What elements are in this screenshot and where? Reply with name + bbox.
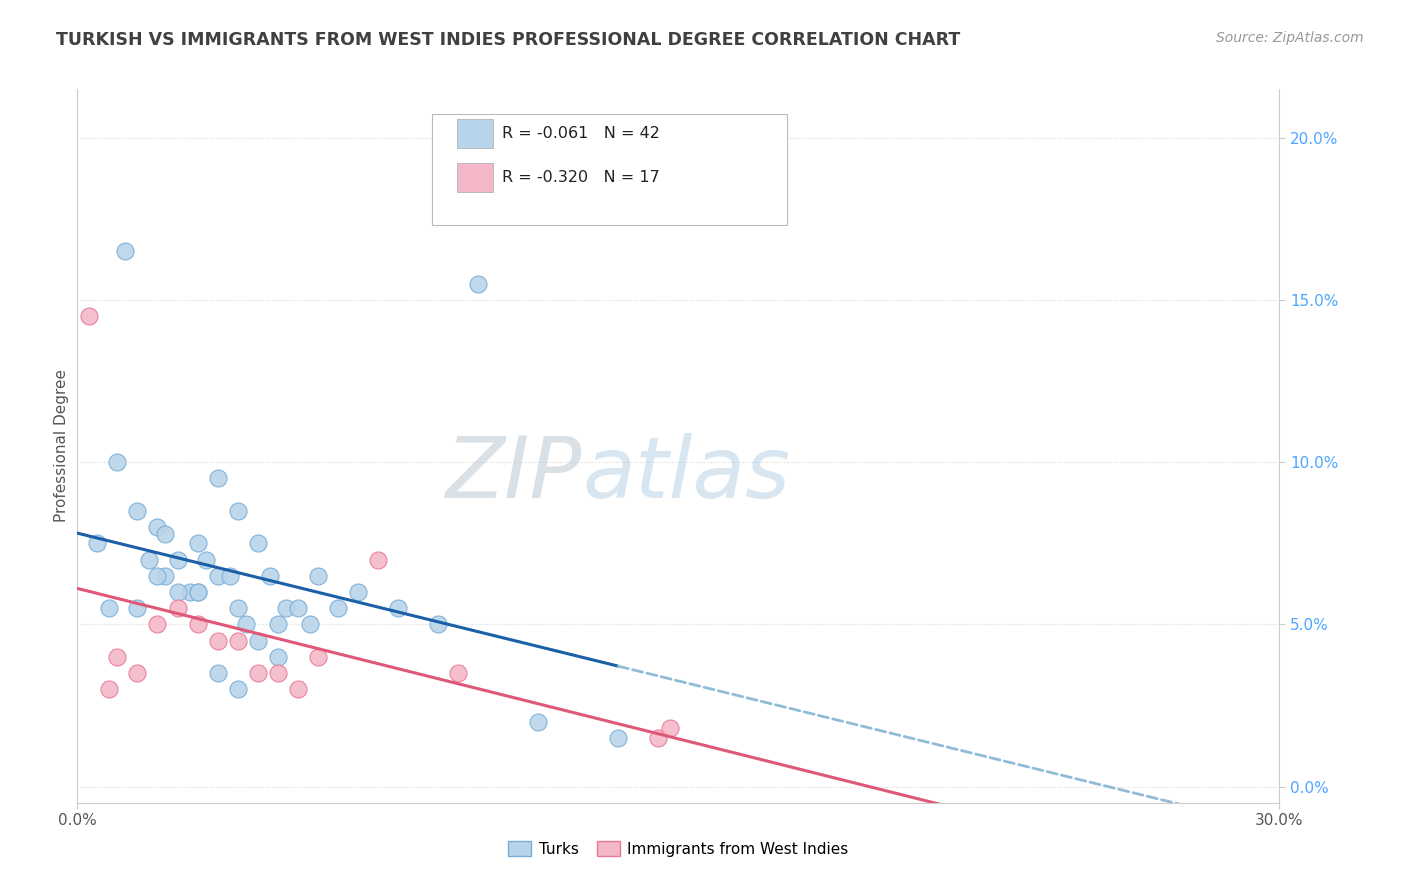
Point: [127, 666, 149, 681]
Y-axis label: Professional Degree: Professional Degree: [53, 369, 69, 523]
Point: [207, 666, 229, 681]
Point: [114, 244, 136, 259]
Point: [246, 666, 269, 681]
Point: [226, 504, 249, 518]
Point: [267, 617, 290, 632]
Text: Source: ZipAtlas.com: Source: ZipAtlas.com: [1216, 31, 1364, 45]
Point: [387, 601, 409, 615]
Point: [79, 310, 101, 324]
Point: [207, 568, 229, 582]
Point: [427, 617, 450, 632]
Point: [194, 552, 217, 566]
Point: [107, 455, 129, 469]
Point: [267, 649, 290, 664]
Text: ZIP: ZIP: [446, 433, 582, 516]
Point: [86, 536, 108, 550]
Point: [138, 552, 160, 566]
Point: [187, 536, 209, 550]
FancyBboxPatch shape: [432, 114, 786, 225]
Point: [187, 617, 209, 632]
Point: [207, 633, 229, 648]
Point: [187, 585, 209, 599]
Point: [166, 585, 188, 599]
Point: [98, 601, 121, 615]
Text: atlas: atlas: [582, 433, 790, 516]
Point: [259, 568, 281, 582]
Text: R = -0.061   N = 42: R = -0.061 N = 42: [502, 126, 659, 141]
Point: [155, 568, 177, 582]
Point: [246, 536, 269, 550]
Text: TURKISH VS IMMIGRANTS FROM WEST INDIES PROFESSIONAL DEGREE CORRELATION CHART: TURKISH VS IMMIGRANTS FROM WEST INDIES P…: [56, 31, 960, 49]
Point: [307, 568, 329, 582]
Point: [179, 585, 201, 599]
Point: [226, 601, 249, 615]
Point: [207, 471, 229, 485]
FancyBboxPatch shape: [457, 120, 494, 148]
Point: [347, 585, 370, 599]
Point: [274, 601, 297, 615]
Point: [166, 552, 188, 566]
Point: [287, 682, 309, 697]
Point: [647, 731, 669, 745]
Point: [127, 504, 149, 518]
Point: [98, 682, 121, 697]
Point: [287, 601, 309, 615]
Point: [226, 633, 249, 648]
Point: [146, 617, 169, 632]
Point: [298, 617, 321, 632]
Point: [166, 601, 188, 615]
Point: [226, 682, 249, 697]
Point: [187, 585, 209, 599]
Point: [447, 666, 470, 681]
Point: [527, 714, 550, 729]
Point: [107, 649, 129, 664]
Point: [155, 526, 177, 541]
Point: [367, 552, 389, 566]
Point: [467, 277, 489, 291]
Point: [235, 617, 257, 632]
Point: [607, 731, 630, 745]
Point: [218, 568, 240, 582]
Point: [307, 649, 329, 664]
Legend: Turks, Immigrants from West Indies: Turks, Immigrants from West Indies: [502, 835, 855, 863]
Point: [127, 601, 149, 615]
Point: [246, 633, 269, 648]
Text: R = -0.320   N = 17: R = -0.320 N = 17: [502, 170, 659, 186]
Point: [326, 601, 349, 615]
Point: [146, 520, 169, 534]
Point: [267, 666, 290, 681]
Point: [146, 568, 169, 582]
Point: [659, 721, 682, 735]
FancyBboxPatch shape: [457, 163, 494, 192]
